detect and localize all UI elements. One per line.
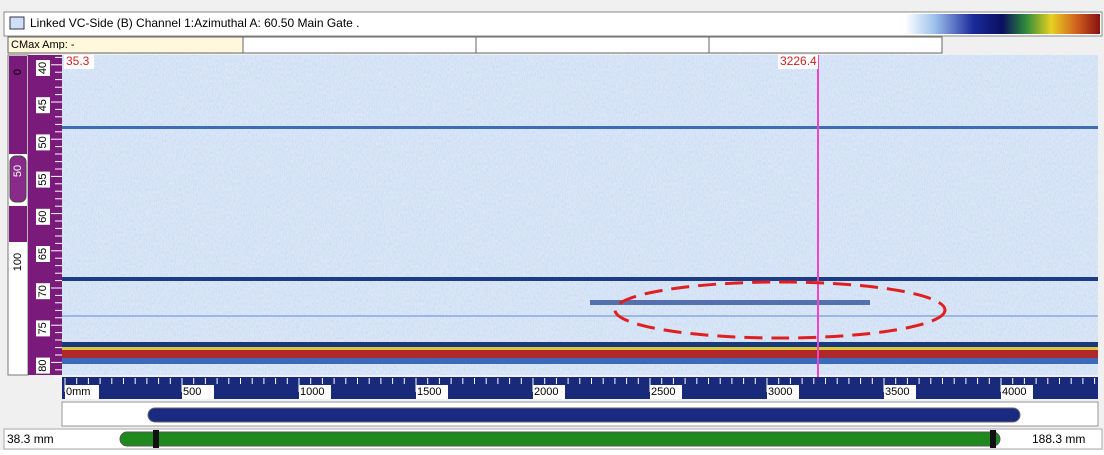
scan-label: 0mm [66,386,90,398]
backwall-line [62,347,1098,350]
range-end: 188.3 mm [1032,432,1085,446]
depth-label: 65 [37,248,49,260]
scroll-bar[interactable] [148,408,1020,422]
scan-label: 1500 [417,386,441,398]
range-start: 38.3 mm [7,432,54,446]
scan-label: 3000 [768,386,792,398]
backwall-line [62,342,1098,347]
info-cell [476,37,709,53]
gate-value: 35.3 [66,54,90,68]
info-cell [709,37,942,53]
range-bar[interactable] [120,432,1000,446]
amplitude-label: 0 [12,69,24,75]
cscan-texture [62,55,1098,375]
scan-window: Linked VC-Side (B) Channel 1:Azimuthal A… [0,0,1104,450]
depth-label: 70 [37,285,49,297]
range-handle[interactable] [153,430,159,448]
ruler-slider[interactable] [10,156,26,202]
indication-line [62,126,1098,129]
backwall-line [62,350,1098,358]
range-handle[interactable] [990,430,996,448]
scan-label: 2500 [651,386,675,398]
ruler-band [9,206,27,242]
scan-label: 500 [183,386,201,398]
amplitude-label: 50 [12,165,24,177]
indication-line [62,277,1098,281]
depth-label: 60 [37,211,49,223]
depth-label: 45 [37,99,49,111]
depth-label: 75 [37,322,49,334]
depth-label: 80 [37,359,49,371]
depth-label: 55 [37,173,49,185]
scan-label: 2000 [534,386,558,398]
scan-label: 3500 [885,386,909,398]
scan-label: 4000 [1002,386,1026,398]
cmax-label: CMax Amp: - [11,39,75,51]
window-icon [10,17,24,29]
depth-label: 40 [37,62,49,74]
color-palette [905,14,1100,34]
depth-label: 50 [37,136,49,148]
amplitude-label: 100 [12,253,24,271]
defect-indication [590,300,870,305]
backwall-line [62,358,1098,364]
scan-label: 1000 [300,386,324,398]
window-title: Linked VC-Side (B) Channel 1:Azimuthal A… [30,16,360,30]
cursor-value: 3226.4 [780,54,817,68]
info-cell [243,37,476,53]
